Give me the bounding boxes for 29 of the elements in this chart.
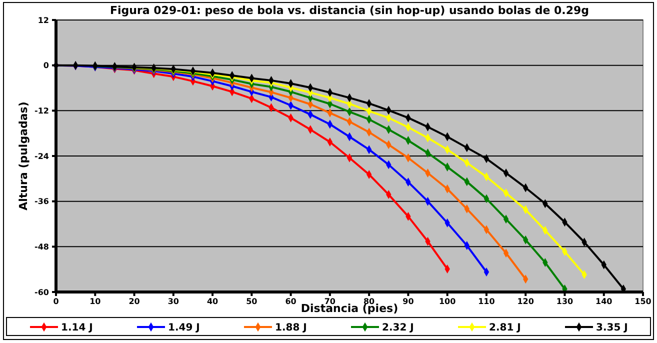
chart-title: Figura 029-01: peso de bola vs. distancia (sin hop-up) usando bolas de 0.29g xyxy=(110,4,590,17)
x-tick-label: 50 xyxy=(246,297,258,306)
legend-label: 3.35 J xyxy=(596,322,628,334)
x-tick-label: 90 xyxy=(402,297,414,306)
legend-label: 1.14 J xyxy=(61,322,93,334)
legend-label: 2.32 J xyxy=(382,322,414,334)
y-tick-label: -24 xyxy=(34,152,50,161)
x-tick-label: 60 xyxy=(285,297,297,306)
legend-label: 2.81 J xyxy=(489,322,521,334)
y-tick-label: -48 xyxy=(34,242,50,252)
x-tick-label: 110 xyxy=(478,297,496,306)
x-tick-label: 130 xyxy=(556,297,574,306)
y-tick-label: -36 xyxy=(34,197,50,206)
x-tick-label: 100 xyxy=(438,297,456,306)
x-tick-label: 0 xyxy=(53,297,60,306)
legend-label: 1.88 J xyxy=(275,322,307,334)
y-tick-label: 12 xyxy=(38,16,49,25)
y-tick-label: 0 xyxy=(43,61,50,70)
x-tick-label: 150 xyxy=(634,297,652,306)
y-tick-label: -60 xyxy=(34,288,50,297)
y-axis-title: Altura (pulgadas) xyxy=(17,102,30,210)
x-tick-label: 140 xyxy=(596,297,613,306)
x-tick-label: 20 xyxy=(128,297,140,306)
legend-label: 1.49 J xyxy=(168,322,200,334)
y-tick-label: -12 xyxy=(34,106,49,116)
x-tick-label: 10 xyxy=(90,297,102,306)
x-tick-label: 120 xyxy=(517,297,534,306)
x-tick-label: 30 xyxy=(168,297,180,306)
x-tick-label: 40 xyxy=(206,297,219,306)
